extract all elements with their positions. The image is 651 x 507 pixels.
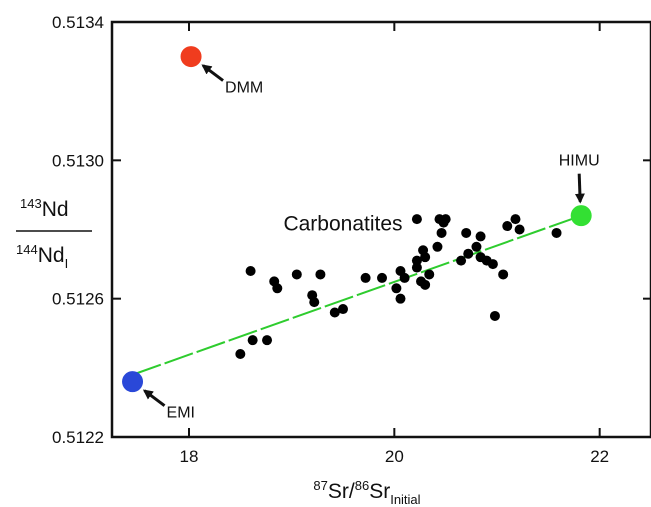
gridless-plot-frame xyxy=(110,20,651,439)
endmember-label: EMI xyxy=(167,405,195,422)
data-point xyxy=(338,304,348,315)
mixing-trend-line xyxy=(132,214,582,376)
y-label-den-sup: 144 xyxy=(16,242,38,257)
y-label-den-sub: I xyxy=(65,256,69,271)
series-annotation-label: Carbonatites xyxy=(283,213,402,236)
y-label-den-text: Nd xyxy=(38,244,65,267)
data-point xyxy=(436,227,447,238)
data-point xyxy=(391,283,402,294)
data-point xyxy=(395,293,406,304)
y-tick-label: 0.5134 xyxy=(52,13,104,32)
x-tick-label: 22 xyxy=(590,447,609,466)
y-tick-label: 0.5122 xyxy=(52,428,104,447)
x-label-sr: Sr xyxy=(369,480,390,503)
x-label-sub-initial: Initial xyxy=(390,492,420,507)
data-point xyxy=(309,297,320,308)
data-point xyxy=(272,283,283,294)
y-label-num-text: Nd xyxy=(42,198,69,221)
endmember-marker xyxy=(122,371,144,393)
endmember-markers xyxy=(122,46,592,393)
y-label-denominator: 144NdI xyxy=(16,242,68,271)
data-point xyxy=(420,279,431,290)
endmember-arrow xyxy=(574,173,585,204)
endmember-arrow xyxy=(201,64,224,82)
data-point xyxy=(315,269,326,280)
data-point xyxy=(411,214,422,225)
endmember-marker xyxy=(570,205,592,227)
data-point xyxy=(440,214,451,225)
x-label-sup-86: 86 xyxy=(355,478,369,493)
y-label-num-sup: 143 xyxy=(20,196,42,211)
data-point xyxy=(424,269,435,280)
data-point xyxy=(329,307,340,318)
x-label-sr-slash: Sr/ xyxy=(328,480,355,503)
data-point xyxy=(461,227,472,238)
chart-annotations: DMM HIMU EMI Carbonatites xyxy=(167,80,600,422)
endmember-arrow xyxy=(142,389,166,407)
data-point xyxy=(514,224,525,235)
data-point xyxy=(420,252,431,263)
x-axis-label: 87Sr/86SrInitial xyxy=(313,478,420,507)
data-point xyxy=(471,241,482,252)
data-point xyxy=(487,259,498,270)
data-point xyxy=(262,335,273,346)
data-point xyxy=(377,272,388,283)
data-point xyxy=(245,266,256,276)
plot-area-border xyxy=(110,20,651,439)
data-point xyxy=(502,221,513,232)
data-point xyxy=(489,310,500,321)
endmember-label: DMM xyxy=(225,80,263,97)
data-point xyxy=(456,255,467,266)
data-point xyxy=(235,349,246,359)
endmember-label: HIMU xyxy=(559,153,600,170)
x-label-sup-87: 87 xyxy=(313,478,327,493)
y-label-numerator: 143Nd xyxy=(20,196,69,221)
data-point xyxy=(510,214,521,225)
data-point xyxy=(291,269,302,280)
data-point xyxy=(498,269,509,280)
data-point xyxy=(247,335,258,346)
data-point xyxy=(411,262,422,273)
data-point xyxy=(463,248,474,259)
data-point xyxy=(432,241,443,252)
axis-ticks xyxy=(112,21,651,438)
data-point xyxy=(360,272,371,283)
data-point xyxy=(475,231,486,242)
data-point xyxy=(411,255,422,266)
y-tick-label: 0.5130 xyxy=(52,151,104,170)
y-tick-label: 0.5126 xyxy=(52,290,104,309)
endmember-arrows xyxy=(142,64,585,407)
carbonatite-points xyxy=(235,214,562,359)
x-tick-label: 20 xyxy=(385,447,404,466)
x-tick-label: 18 xyxy=(180,447,199,466)
data-point xyxy=(551,227,562,238)
axis-tick-labels: 18 20 22 0.5122 0.5126 0.5130 0.5134 xyxy=(52,13,609,466)
endmember-marker xyxy=(180,46,202,68)
y-axis-label: 143Nd 144NdI xyxy=(16,196,92,271)
data-point xyxy=(399,272,410,283)
